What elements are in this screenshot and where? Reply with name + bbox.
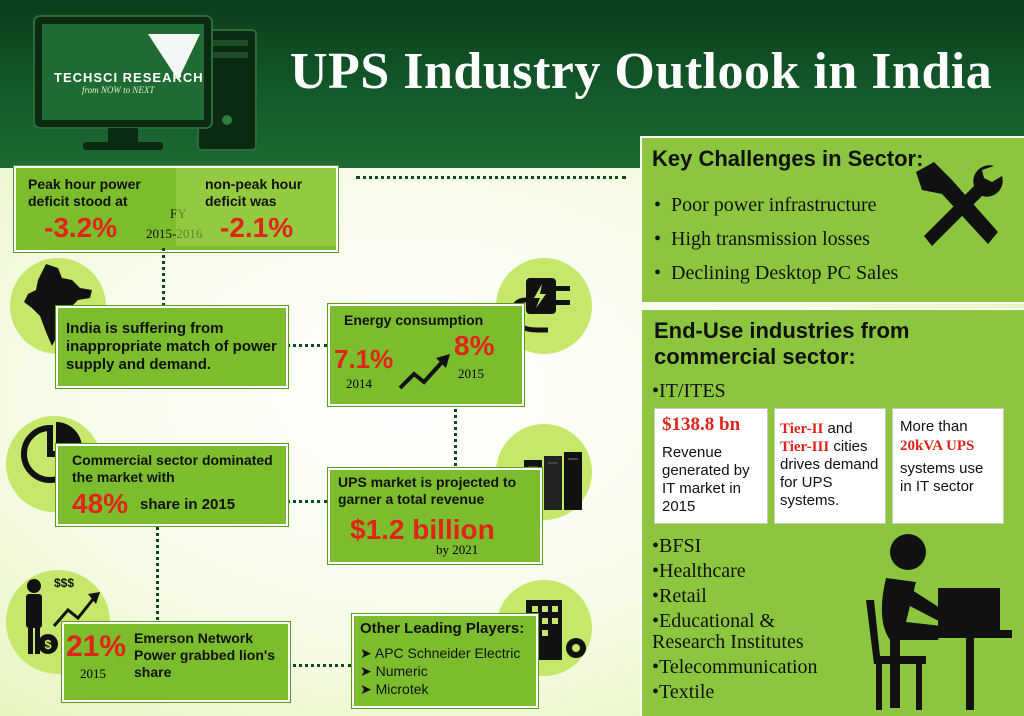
nonpeak-deficit-value: -2.1% [220,212,294,243]
growth-arrow-icon [398,352,452,392]
it-revenue-card [654,408,768,524]
commercial-label: Commercial sector dominated the market w… [72,452,273,485]
ups-market-year: by 2021 [436,542,479,557]
energy-value-2014: 7.1% [334,344,394,374]
energy-box [328,304,524,406]
computer-icon [28,10,278,160]
tier-cities-card [774,408,886,524]
india-map-icon [18,262,98,350]
page-title: UPS Industry Outlook in India [290,43,993,100]
players-box [352,614,538,708]
commercial-value: 48% [72,488,129,519]
ups-it-card [892,408,1004,524]
industry-item: •Educational & Research Institutes [652,610,804,653]
challenge-item: • High transmission losses [654,228,870,250]
tier-ii: Tier-II [780,421,824,437]
investor-icon: $ [20,576,104,660]
ups-it-text: systems use in IT sector [900,460,984,495]
ups-market-value: $1.2 billion [350,514,495,545]
connector [356,176,626,179]
industry-item: •BFSI [652,535,702,557]
industry-item: •Telecommunication [652,656,818,678]
players-title: Other Leading Players: [360,620,525,637]
industry-list: •BFSI •Healthcare •Retail •Educational &… [652,534,852,705]
challenge-item: • Poor power infrastructure [654,194,877,216]
player-item: ➤ Microtek [360,681,429,697]
challenges-panel [640,136,1024,304]
brand-logo: TechSci Research from NOW to NEXT [54,70,204,95]
ups-it-pre: More than [900,418,968,435]
energy-value-2015: 8% [454,330,495,361]
energy-year-2014: 2014 [346,376,372,391]
emerson-box [62,622,290,702]
deficit-divider [176,168,336,246]
commercial-suffix: share in 2015 [140,496,236,513]
energy-year-2015: 2015 [458,366,484,381]
ups-market-label: UPS market is projected to garner a tota… [338,474,517,507]
brand-tagline: from NOW to NEXT [82,85,155,95]
connector [454,402,457,466]
emerson-label: Emerson Network Power grabbed lion's sha… [134,630,276,680]
challenges-title: Key Challenges in Sector: [652,146,924,171]
connector [162,248,165,306]
emerson-year: 2015 [80,666,106,681]
nonpeak-deficit-label: non-peak hour deficit was [205,176,303,209]
industry-item: •Textile [652,681,715,703]
connector [156,520,159,620]
tools-icon [908,156,1008,256]
player-item: ➤ APC Schneider Electric [360,645,521,661]
ups-it-highlight: 20kVA UPS [900,438,975,454]
it-revenue-text: Revenue generated by IT market in 2015 [662,444,750,515]
brand-name: TechSci Research [54,70,204,85]
connector [286,500,328,503]
peak-deficit-value: -3.2% [44,212,118,243]
money-symbols: $$$ [54,576,75,590]
challenge-item: • Declining Desktop PC Sales [654,262,899,284]
office-worker-icon [846,530,1016,714]
connector [286,344,328,347]
ups-market-box [328,468,542,564]
it-revenue-value: $138.8 bn [662,414,741,435]
emerson-value: 21% [66,630,127,663]
commercial-box [56,444,288,526]
peak-deficit-label: Peak hour power deficit stood at [28,176,141,209]
tier-cities-text: Tier-II and Tier-III cities drives deman… [780,420,879,509]
connector [286,664,352,667]
it-label: •IT/ITES [652,380,726,402]
player-item: ➤ Numeric [360,663,428,679]
industry-item: •Retail [652,585,707,607]
end-use-title: End-Use industries from commercial secto… [654,318,910,369]
challenges-list: • Poor power infrastructure • High trans… [654,188,898,290]
svg-text:$: $ [44,637,52,652]
india-mismatch-box [56,306,288,388]
players-list: ➤ APC Schneider Electric ➤ Numeric ➤ Mic… [360,644,520,698]
india-mismatch-text: India is suffering from inappropriate ma… [66,320,277,373]
tier-iii: Tier-III [780,439,830,455]
industry-item: •Healthcare [652,560,746,582]
energy-label: Energy consumption [344,312,484,328]
